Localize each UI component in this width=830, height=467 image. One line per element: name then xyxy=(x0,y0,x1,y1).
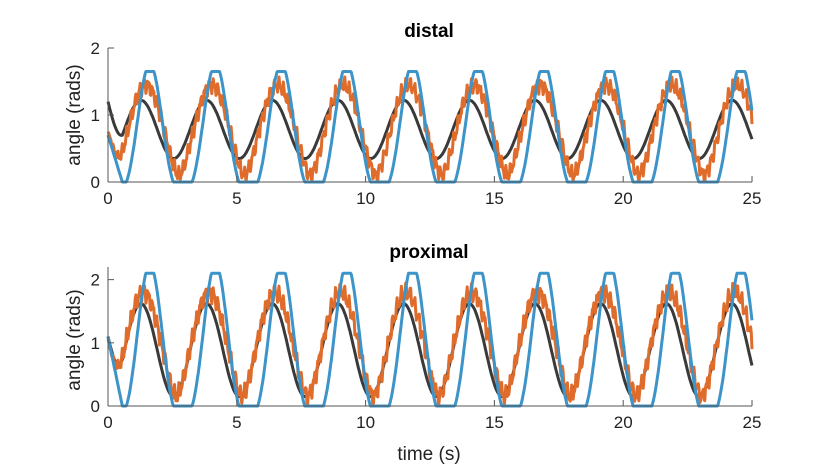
y-tick-label: 0 xyxy=(91,173,100,192)
x-tick-label: 0 xyxy=(103,189,112,208)
x-tick-label: 5 xyxy=(232,189,241,208)
y-axis-label: angle (rads) xyxy=(64,289,85,390)
x-tick-label: 25 xyxy=(743,413,762,432)
distal-chart: distal angle (rads) 0 5 10 15 20 25 0 1 2 xyxy=(64,21,761,208)
x-axis-label: time (s) xyxy=(397,444,460,465)
y-axis-label: angle (rads) xyxy=(64,64,85,165)
y-tick-label: 1 xyxy=(91,106,100,125)
x-tick-label: 10 xyxy=(356,413,375,432)
x-tick-label: 15 xyxy=(485,189,504,208)
chart-title: proximal xyxy=(389,242,468,263)
y-tick-label: 1 xyxy=(91,334,100,353)
x-tick-label: 25 xyxy=(743,189,762,208)
x-tick-label: 20 xyxy=(614,413,633,432)
y-tick-label: 2 xyxy=(91,39,100,58)
x-tick-label: 5 xyxy=(232,413,241,432)
x-tick-label: 15 xyxy=(485,413,504,432)
proximal-chart: proximal angle (rads) time (s) 0 5 10 15 20 2… xyxy=(64,242,761,465)
y-tick-label: 2 xyxy=(91,271,100,290)
x-tick-label: 20 xyxy=(614,189,633,208)
x-tick-label: 0 xyxy=(103,413,112,432)
x-tick-label: 10 xyxy=(356,189,375,208)
y-tick-label: 0 xyxy=(91,397,100,416)
chart-title: distal xyxy=(404,21,454,42)
